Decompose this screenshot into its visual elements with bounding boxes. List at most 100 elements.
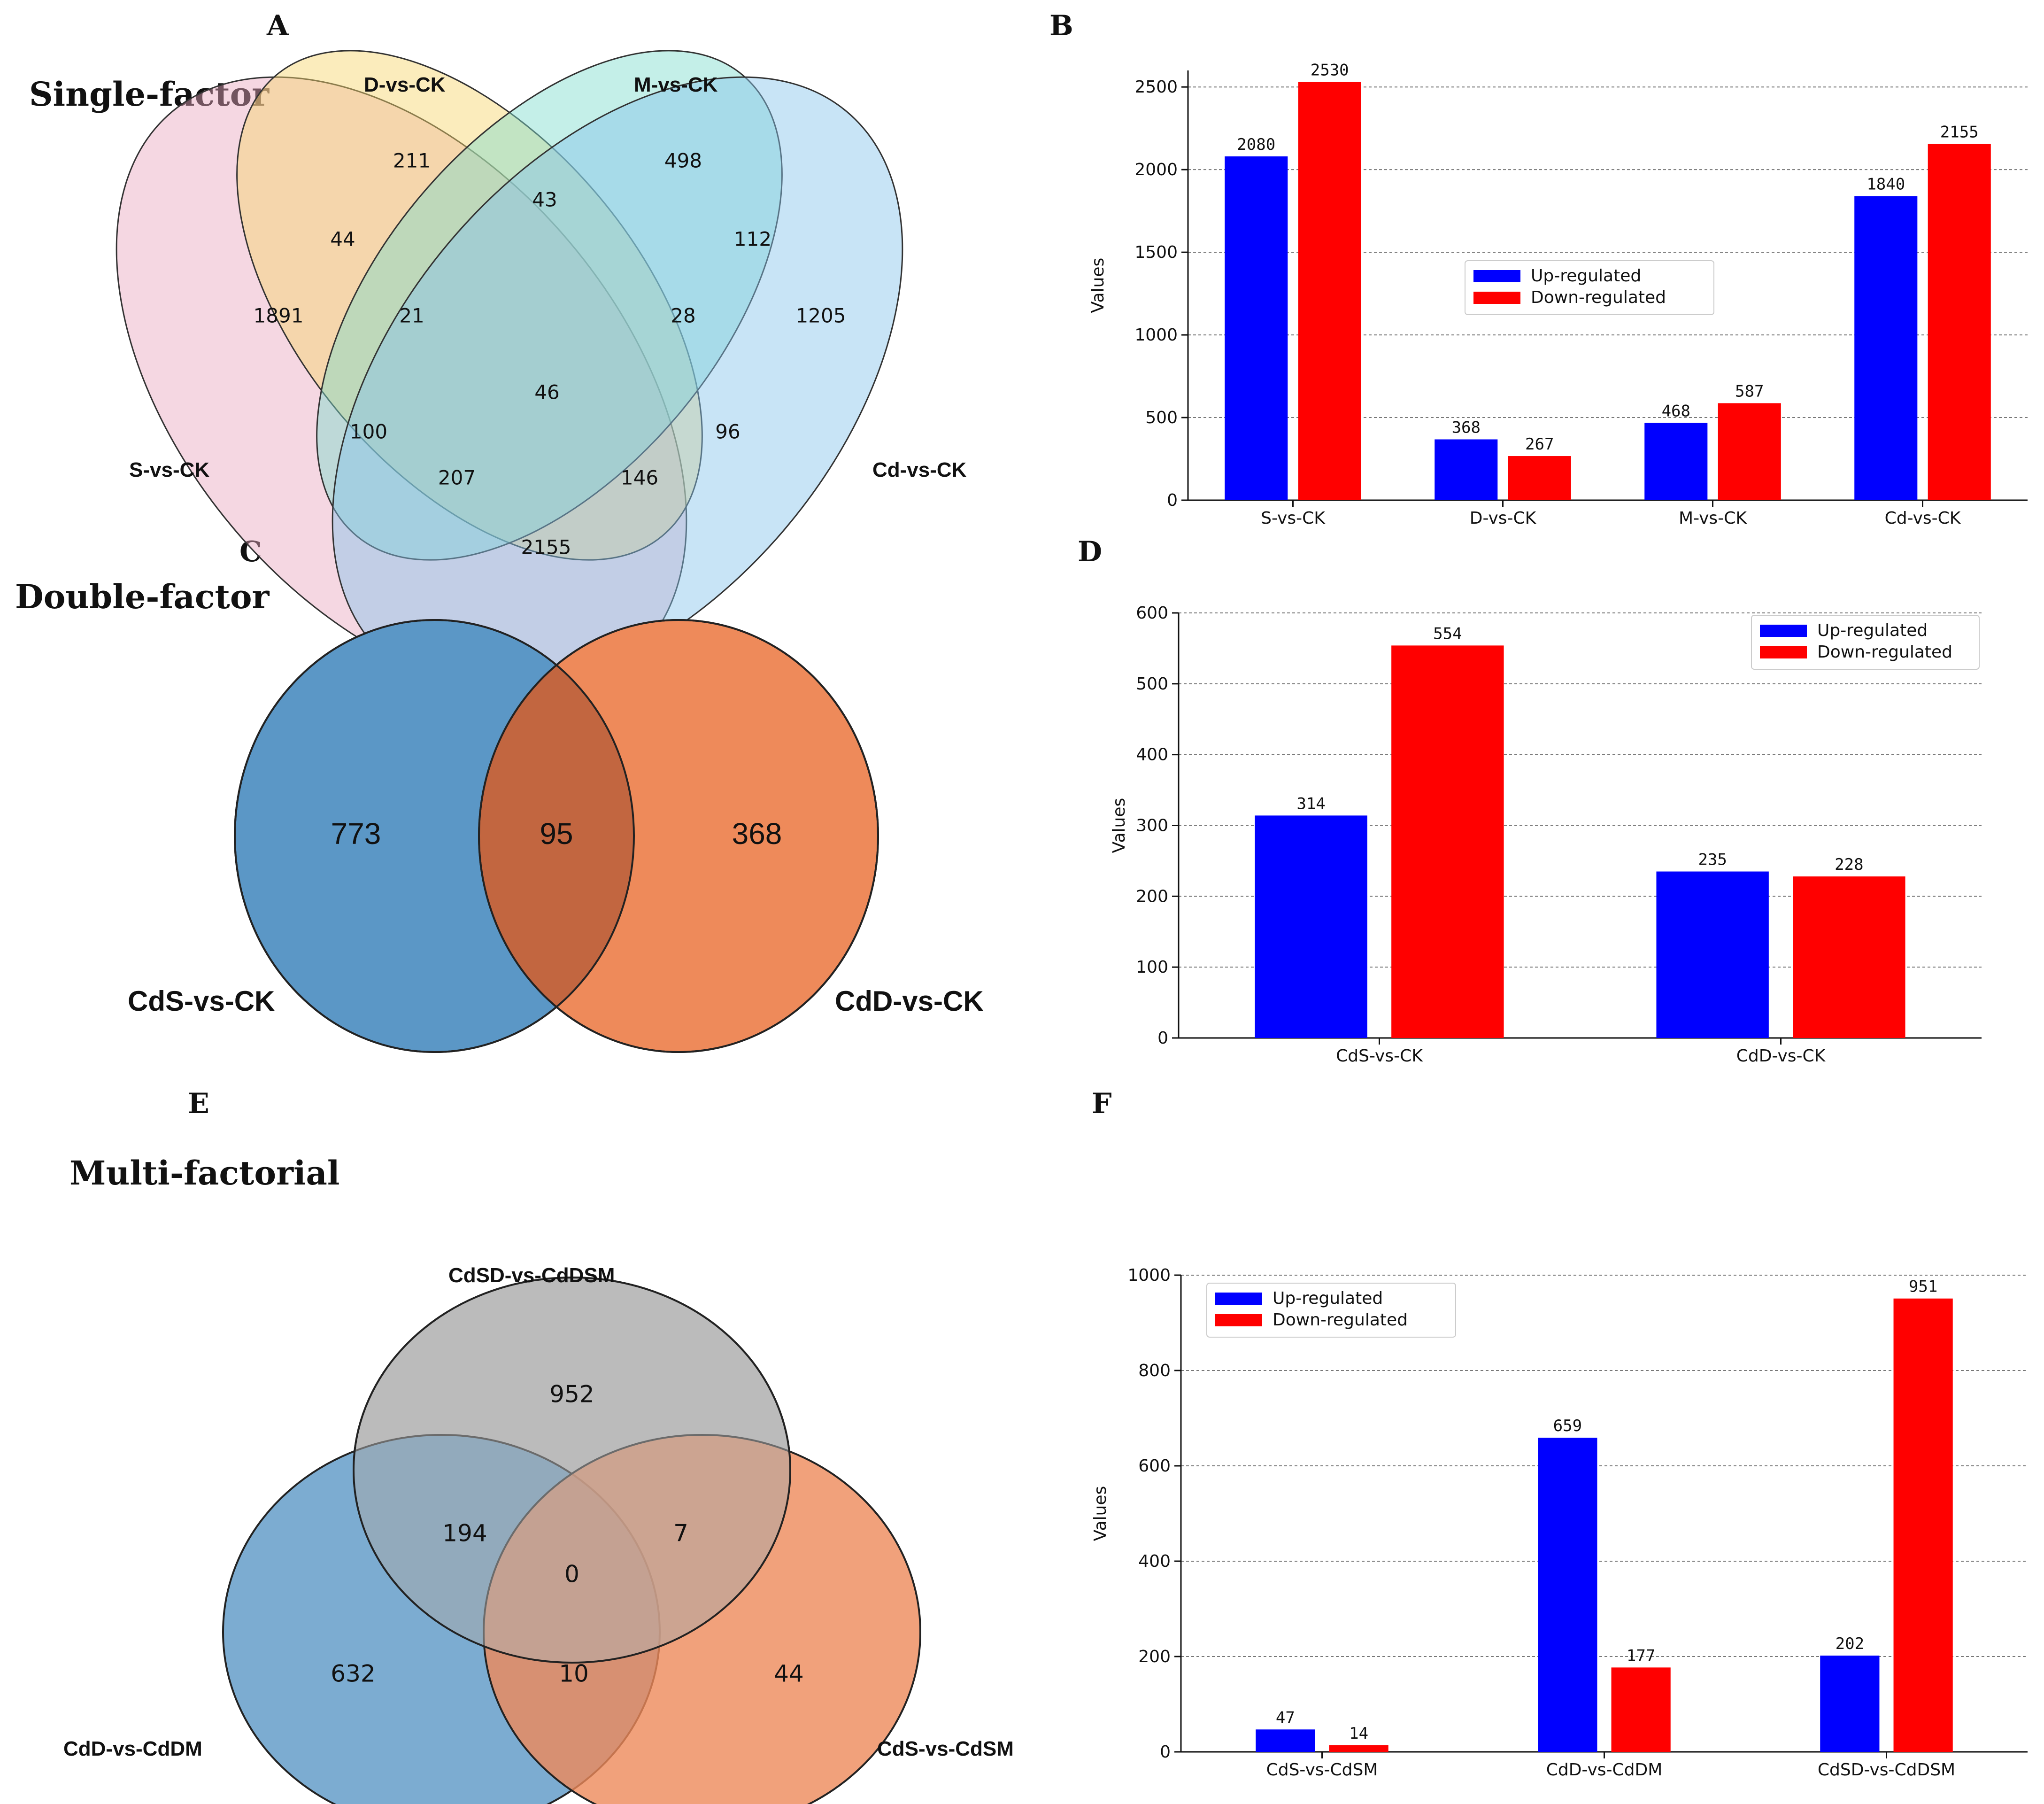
y-axis-title: Values	[1110, 798, 1129, 853]
venn-e-region-center: 0	[564, 1561, 579, 1588]
venn-e-region-right: 44	[774, 1660, 804, 1688]
legend-entry: Up-regulated	[1273, 1289, 1383, 1308]
y-tick-label: 300	[1136, 816, 1168, 836]
bar-down-regulated	[1793, 876, 1905, 1038]
legend: Up-regulated Down-regulated	[1206, 1283, 1456, 1338]
data-label: 659	[1553, 1417, 1582, 1435]
x-tick-label: CdD-vs-CK	[1736, 1046, 1826, 1066]
venn-a-region-s-d: 44	[330, 228, 355, 251]
bar-up-regulated	[1854, 196, 1918, 500]
venn-c-region-left: 773	[331, 817, 381, 851]
venn-e: CdSD-vs-CdDSM CdD-vs-CdDM CdS-vs-CdSM 95…	[63, 1264, 1014, 1804]
venn-c-region-overlap: 95	[540, 817, 573, 851]
venn-c-region-right: 368	[732, 817, 782, 851]
data-label: 951	[1909, 1278, 1937, 1296]
bar-up-regulated	[1656, 871, 1769, 1038]
y-tick-label: 2000	[1134, 160, 1178, 179]
x-tick-label: Cd-vs-CK	[1885, 509, 1961, 528]
venn-e-label-left: CdD-vs-CdDM	[63, 1737, 202, 1760]
legend-entry: Down-regulated	[1273, 1310, 1408, 1330]
venn-a-set-d	[236, 50, 703, 561]
venn-a: D-vs-CK M-vs-CK S-vs-CK Cd-vs-CK 211 498…	[116, 50, 967, 694]
panel-letter-c: C	[239, 535, 262, 568]
x-tick-label: CdS-vs-CK	[1336, 1046, 1423, 1066]
x-tick-label: S-vs-CK	[1261, 509, 1326, 528]
x-tick-label: M-vs-CK	[1679, 509, 1747, 528]
data-label: 2530	[1311, 61, 1349, 80]
bar-down-regulated	[1391, 645, 1504, 1038]
venn-e-region-left: 632	[331, 1660, 375, 1688]
venn-c-overlap	[478, 665, 634, 1007]
bar-up-regulated	[1820, 1655, 1880, 1752]
data-label: 554	[1433, 624, 1462, 643]
data-label: 368	[1452, 418, 1481, 437]
y-tick-label: 0	[1160, 1742, 1171, 1762]
y-tick-label: 600	[1138, 1456, 1171, 1476]
venn-c-outline-left	[234, 619, 635, 1053]
legend-entry: Up-regulated	[1531, 266, 1641, 286]
venn-a-label-m: M-vs-CK	[634, 73, 718, 96]
bar-up-regulated	[1225, 156, 1288, 500]
section-title-double: Double-factor	[15, 577, 270, 616]
bar-up-regulated	[1538, 1438, 1597, 1752]
venn-e-label-top: CdSD-vs-CdDSM	[448, 1264, 615, 1287]
panel-letter-b: B	[1049, 9, 1073, 42]
y-tick-label: 200	[1136, 887, 1168, 906]
y-tick-label: 200	[1138, 1647, 1171, 1666]
venn-a-region-all: 46	[534, 381, 559, 404]
y-tick-label: 100	[1136, 958, 1168, 977]
venn-a-region-d-m-cd: 28	[671, 304, 695, 327]
y-tick-label: 0	[1157, 1029, 1168, 1048]
bar-down-regulated	[1508, 456, 1571, 500]
legend-entry: Down-regulated	[1531, 288, 1666, 307]
venn-e-region-top: 952	[549, 1381, 594, 1408]
legend-entry: Up-regulated	[1817, 621, 1928, 640]
data-label: 235	[1698, 851, 1727, 869]
y-tick-label: 1000	[1134, 325, 1178, 345]
x-tick-label: CdSD-vs-CdDSM	[1818, 1760, 1955, 1780]
bar-down-regulated	[1893, 1298, 1953, 1752]
bar-down-regulated	[1611, 1667, 1671, 1752]
venn-a-region-m-only: 498	[664, 149, 702, 172]
x-tick-label: CdD-vs-CdDM	[1546, 1760, 1663, 1780]
venn-a-region-s-cd: 2155	[521, 536, 571, 559]
y-tick-label: 400	[1138, 1552, 1171, 1571]
venn-e-region-left-right: 10	[559, 1660, 589, 1688]
y-axis-title: Values	[1088, 258, 1108, 313]
venn-a-region-s-d-m: 21	[399, 304, 424, 327]
panel-letter-d: D	[1078, 535, 1102, 568]
legend-swatch	[1473, 270, 1520, 282]
data-label: 228	[1835, 855, 1863, 874]
venn-a-region-s-d-cd: 146	[621, 466, 658, 489]
venn-a-region-m-cd: 112	[734, 228, 771, 251]
venn-a-label-d: D-vs-CK	[364, 73, 446, 96]
section-title-multi: Multi-factorial	[69, 1154, 339, 1192]
venn-a-region-d-only: 211	[393, 149, 431, 172]
y-axis-title: Values	[1091, 1486, 1110, 1541]
y-tick-label: 2500	[1134, 77, 1178, 97]
venn-a-region-d-cd: 96	[715, 420, 740, 443]
data-label: 2080	[1237, 135, 1275, 154]
venn-e-label-right: CdS-vs-CdSM	[877, 1737, 1014, 1760]
venn-c-outline-right	[478, 619, 879, 1053]
legend-swatch	[1473, 292, 1520, 304]
venn-a-region-d-m: 43	[532, 188, 557, 211]
venn-c: 773 95 368 CdS-vs-CK CdD-vs-CK	[128, 619, 984, 1053]
bar-up-regulated	[1255, 815, 1367, 1038]
venn-c-label-left: CdS-vs-CK	[128, 985, 275, 1017]
data-label: 267	[1525, 435, 1554, 454]
legend-box	[1751, 615, 1980, 670]
venn-a-region-cd-only: 1205	[796, 304, 846, 327]
bar-up-regulated	[1435, 439, 1498, 500]
y-tick-label: 1000	[1127, 1266, 1171, 1285]
venn-a-region-s-only: 1891	[254, 304, 304, 327]
y-tick-label: 600	[1136, 604, 1168, 623]
legend-swatch	[1215, 1293, 1262, 1305]
y-tick-label: 0	[1167, 491, 1178, 510]
venn-a-label-s: S-vs-CK	[129, 458, 209, 481]
y-tick-label: 500	[1136, 674, 1168, 694]
section-title-single: Single-factor	[29, 75, 270, 114]
legend-swatch	[1215, 1314, 1262, 1326]
data-label: 1840	[1867, 175, 1905, 194]
